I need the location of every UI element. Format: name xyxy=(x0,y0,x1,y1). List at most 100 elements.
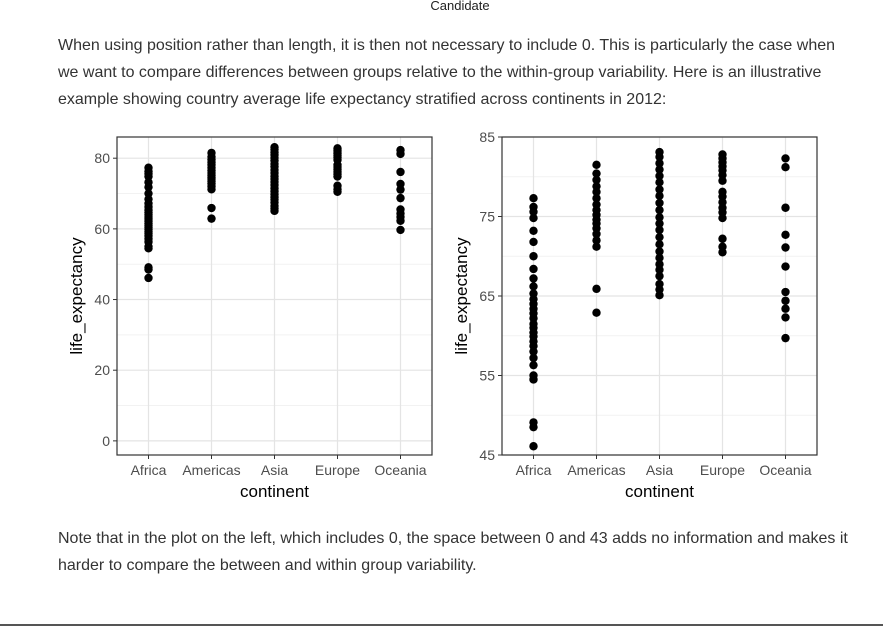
y-tick-label: 45 xyxy=(479,447,495,463)
data-point xyxy=(270,143,279,152)
data-point xyxy=(655,279,664,289)
data-point xyxy=(655,213,664,222)
data-point xyxy=(396,167,405,177)
data-point xyxy=(718,150,727,159)
data-point xyxy=(529,252,538,261)
x-tick-label: Asia xyxy=(261,462,288,478)
scatter-plot-without-zero: 45 55 65 75 85 Africa Americas Asia Europe Oceani… xyxy=(452,129,818,501)
data-point xyxy=(655,165,664,174)
x-tick-label: Oceania xyxy=(759,462,811,478)
y-axis-title: life_expectancy xyxy=(67,237,86,355)
x-tick-label: Europe xyxy=(700,462,745,478)
data-point xyxy=(529,202,538,212)
data-point xyxy=(655,240,664,249)
data-point xyxy=(529,213,538,223)
data-point xyxy=(655,171,664,181)
data-point xyxy=(781,154,790,163)
data-point xyxy=(781,313,790,322)
data-point xyxy=(718,234,727,243)
data-point xyxy=(655,191,664,201)
data-point xyxy=(592,194,601,203)
y-axis-title: life_expectancy xyxy=(452,237,471,355)
data-point xyxy=(655,159,664,168)
data-point xyxy=(592,284,601,294)
data-point xyxy=(396,225,405,235)
data-point xyxy=(144,273,153,283)
data-point xyxy=(655,253,664,263)
data-point xyxy=(396,179,405,189)
data-point xyxy=(655,205,664,215)
x-axis-title: continent xyxy=(625,482,694,501)
data-point xyxy=(781,243,790,252)
intro-paragraph: When using position rather than length, … xyxy=(58,37,836,108)
data-point xyxy=(781,203,790,212)
x-axis-title: continent xyxy=(240,482,309,501)
data-point xyxy=(655,198,664,208)
data-point xyxy=(718,187,727,197)
y-tick-label: 65 xyxy=(479,288,495,304)
x-tick-label: Africa xyxy=(516,462,552,478)
data-point xyxy=(207,148,216,158)
data-point xyxy=(207,203,216,213)
data-point xyxy=(655,260,664,269)
data-point xyxy=(655,185,664,194)
data-point xyxy=(781,163,790,172)
data-point xyxy=(655,247,664,256)
data-point xyxy=(396,145,405,155)
data-point xyxy=(655,178,664,187)
data-point xyxy=(529,371,538,380)
data-point xyxy=(529,194,538,203)
data-point xyxy=(529,237,538,247)
data-point xyxy=(529,442,538,451)
y-tick-label: 0 xyxy=(102,433,110,449)
x-tick-label: Europe xyxy=(315,462,360,478)
data-point xyxy=(655,147,664,157)
data-point xyxy=(144,189,153,198)
data-point xyxy=(781,304,790,313)
x-tick-label: Africa xyxy=(131,462,167,478)
data-point xyxy=(529,226,538,236)
note-paragraph: Note that in the plot on the left, which… xyxy=(58,530,848,574)
x-tick-label: Americas xyxy=(182,462,240,478)
scatter-plot-with-zero: 0 20 40 60 80 Africa Americas Asia Europe Oceania… xyxy=(67,136,433,501)
data-point xyxy=(529,274,538,283)
y-tick-label: 85 xyxy=(479,129,495,145)
y-tick-label: 55 xyxy=(479,368,495,384)
top-label: Candidate xyxy=(430,0,490,13)
data-point xyxy=(529,353,538,363)
y-tick-label: 20 xyxy=(94,362,110,378)
data-point xyxy=(781,296,790,305)
data-point xyxy=(592,236,601,245)
y-tick-label: 75 xyxy=(479,209,495,225)
y-tick-label: 60 xyxy=(94,221,110,237)
y-tick-label: 80 xyxy=(94,150,110,166)
data-point xyxy=(592,169,601,178)
data-point xyxy=(592,308,601,317)
data-point xyxy=(592,175,601,185)
data-point xyxy=(333,181,342,190)
data-point xyxy=(529,418,538,427)
data-point xyxy=(781,333,790,343)
data-point xyxy=(529,282,538,291)
data-point xyxy=(781,262,790,271)
data-point xyxy=(655,232,664,242)
data-point xyxy=(592,160,601,170)
data-point xyxy=(529,289,538,298)
data-point xyxy=(781,230,790,239)
data-point xyxy=(592,242,601,251)
data-point xyxy=(655,271,664,281)
data-point xyxy=(529,264,538,274)
data-point xyxy=(781,287,790,297)
bottom-divider xyxy=(0,624,883,626)
data-point xyxy=(207,214,216,223)
data-point xyxy=(655,219,664,228)
data-point xyxy=(655,225,664,235)
x-tick-label: Asia xyxy=(646,462,673,478)
data-point xyxy=(144,263,153,272)
data-point xyxy=(718,242,727,251)
data-point xyxy=(592,182,601,191)
data-point xyxy=(592,200,601,209)
data-point xyxy=(396,193,405,203)
data-point xyxy=(333,144,342,153)
data-point xyxy=(396,205,405,214)
